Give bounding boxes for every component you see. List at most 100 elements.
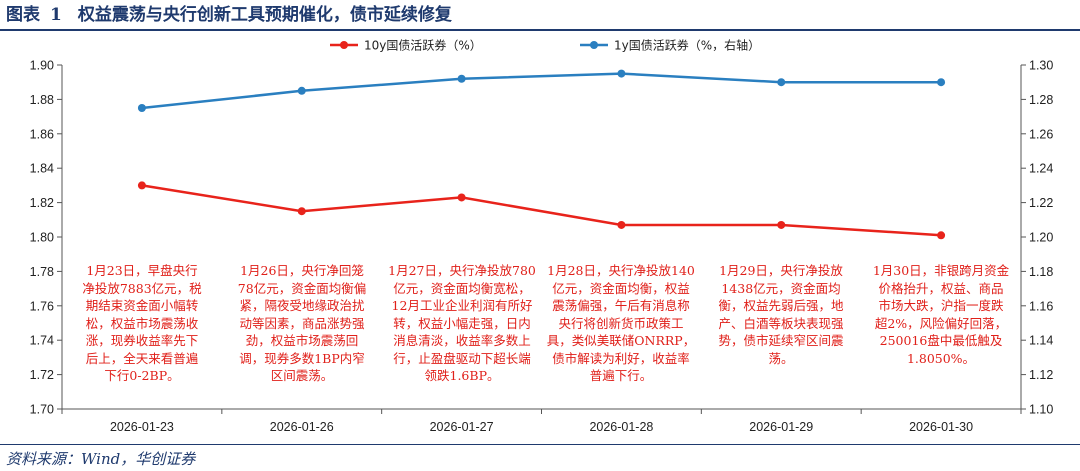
series-point-10y	[777, 220, 786, 229]
annotation-line: 荡。	[768, 350, 794, 366]
right-tick-label: 1.26	[1029, 127, 1053, 141]
annotation-2026-01-30: 1月30日，非银跨月资金 价格抬升，权益、商品 市场大跌，沪指一度跌 超2%，风险偏好…	[863, 262, 1019, 367]
series-line-10y	[141, 184, 942, 237]
annotation-line: 债市解读为利好，收益率	[552, 350, 690, 366]
series-point-1y	[457, 74, 466, 83]
annotation-line: 1月29日，央行净投放	[719, 263, 843, 278]
annotation-line: 净投放7883亿元，税	[82, 280, 202, 296]
footer-rule	[0, 444, 1080, 445]
x-tick-label: 2026-01-26	[270, 420, 334, 434]
left-tick-label: 1.90	[30, 59, 54, 73]
series-point-10y	[457, 193, 466, 202]
annotation-line: 1月30日，非银跨月资金	[872, 263, 1010, 278]
right-tick-label: 1.18	[1029, 265, 1053, 279]
x-tick-label: 2026-01-27	[430, 420, 494, 434]
annotation-line: 1月27日，央行净投放780	[388, 263, 536, 278]
series-point-1y	[137, 104, 146, 112]
annotation-2026-01-27: 1月27日，央行净投放780 亿元，资金面均衡宽松， 12月工业企业利润有所好 转，权…	[384, 262, 540, 385]
annotation-line: 松，权益市场震荡收	[85, 315, 199, 331]
left-tick-label: 1.76	[30, 299, 54, 313]
right-tick-label: 1.10	[1029, 403, 1053, 417]
left-tick-label: 1.70	[30, 403, 54, 417]
right-tick-label: 1.14	[1029, 334, 1053, 348]
legend-label: 10y国债活跃券（%）	[364, 38, 482, 53]
right-tick-label: 1.16	[1029, 299, 1053, 313]
annotation-line: 势，债市延续窄区间震	[718, 333, 844, 348]
annotation-line: 下行0-2BP。	[104, 368, 180, 383]
x-tick-label: 2026-01-29	[749, 420, 813, 434]
line-chart: 1.70 1.72 1.74 1.76 1.78 1.80 1.82 1.84 1.86 1.88…	[30, 38, 1054, 435]
right-tick-label: 1.20	[1029, 231, 1053, 245]
annotation-line: 超2%，风险偏好回落，	[874, 315, 1008, 331]
annotation-line: 亿元，资金面均衡，权益	[552, 280, 690, 296]
annotation-line: 领跌1.6BP。	[424, 368, 500, 383]
chart-number: 1	[50, 5, 62, 25]
annotation-line: 消息清淡，收益率多数上	[393, 333, 531, 348]
right-tick-label: 1.12	[1029, 368, 1053, 382]
series-point-10y	[297, 207, 306, 216]
left-tick-label: 1.88	[30, 93, 54, 107]
annotation-2026-01-29: 1月29日，央行净投放 1438亿元，资金面均 衡，权益先弱后强，地 产、白酒等板块表…	[703, 262, 859, 367]
annotation-line: 1月28日，央行净投放140	[547, 263, 695, 278]
annotation-line: 行，止盈盘驱动下超长端	[393, 350, 531, 366]
annotation-line: 具，类似美联储ONRRP，	[546, 333, 696, 348]
x-tick-label: 2026-01-28	[589, 420, 653, 434]
annotation-line: 劲，权益市场震荡回	[245, 333, 359, 348]
x-tick-label: 2026-01-23	[110, 420, 174, 434]
annotation-line: 涨，现券收益率先下	[85, 333, 199, 348]
annotation-line: 产、白酒等板块表现强	[718, 315, 844, 331]
annotation-line: 衡，权益先弱后强，地	[718, 298, 844, 313]
annotation-line: 亿元，资金面均衡宽松，	[393, 280, 531, 296]
series-line-1y	[141, 72, 942, 110]
legend-swatch-marker	[590, 41, 598, 49]
left-tick-label: 1.84	[30, 162, 54, 176]
right-tick-label: 1.24	[1029, 162, 1053, 176]
right-tick-label: 1.28	[1029, 93, 1053, 107]
annotation-line: 紧，隔夜受地缘政治扰	[239, 298, 365, 313]
chart-title-text: 权益震荡与央行创新工具预期催化，债市延续修复	[77, 5, 452, 25]
annotation-2026-01-28: 1月28日，央行净投放140 亿元，资金面均衡，权益 震荡偏强，午后有消息称 央行将创…	[543, 262, 699, 385]
series-point-10y	[617, 220, 626, 229]
right-tick-label: 1.30	[1029, 59, 1053, 73]
annotation-2026-01-26: 1月26日，央行净回笼 78亿元，资金面均衡偏 紧，隔夜受地缘政治扰 动等因素，商品涨…	[224, 262, 380, 385]
left-tick-label: 1.72	[30, 368, 54, 382]
left-tick-label: 1.80	[30, 231, 54, 245]
annotation-line: 1.8050%。	[906, 350, 976, 366]
chart-label: 图表	[6, 5, 40, 25]
x-tick-label: 2026-01-30	[909, 420, 973, 434]
annotation-line: 调，现券多数1BP内窄	[239, 350, 365, 366]
series-point-10y	[937, 231, 946, 240]
right-tick-label: 1.22	[1029, 196, 1053, 210]
annotation-line: 市场大跌，沪指一度跌	[878, 298, 1004, 313]
series-point-10y	[137, 181, 146, 190]
annotation-line: 12月工业企业利润有所好	[391, 298, 533, 313]
annotation-line: 1月26日，央行净回笼	[240, 263, 364, 278]
title-rule	[0, 29, 1080, 31]
chart-title: 图表 1 权益震荡与央行创新工具预期催化，债市延续修复	[6, 2, 452, 28]
legend-label: 1y国债活跃券（%，右轴）	[614, 38, 760, 53]
annotation-line: 震荡偏强，午后有消息称	[552, 298, 690, 313]
annotation-line: 1月23日，早盘央行	[86, 263, 198, 278]
annotation-line: 动等因素，商品涨势强	[239, 315, 365, 331]
annotation-line: 区间震荡。	[270, 368, 334, 383]
annotation-line: 期结束资金面小幅转	[85, 298, 199, 313]
left-tick-label: 1.78	[30, 265, 54, 279]
annotation-line: 78亿元，资金面均衡偏	[237, 280, 367, 296]
annotation-line: 普遍下行。	[589, 368, 653, 383]
annotation-line: 央行将创新货币政策工	[558, 315, 684, 331]
annotation-line: 250016盘中最低触及	[879, 333, 1003, 348]
annotation-line: 1438亿元，资金面均	[721, 280, 841, 296]
left-tick-label: 1.86	[30, 127, 54, 141]
annotation-line: 后上，全天来看普遍	[85, 350, 199, 366]
annotation-line: 转，权益小幅走强，日内	[393, 315, 531, 331]
source-note: 资料来源：Wind，华创证券	[6, 450, 196, 468]
annotation-2026-01-23: 1月23日，早盘央行 净投放7883亿元，税 期结束资金面小幅转 松，权益市场震荡收涨…	[64, 262, 220, 385]
series-point-1y	[297, 86, 306, 95]
annotation-line: 价格抬升，权益、商品	[878, 280, 1004, 296]
series-point-1y	[777, 78, 786, 87]
series-point-1y	[937, 78, 946, 87]
legend-swatch-marker	[340, 41, 348, 49]
series-point-1y	[617, 69, 626, 78]
left-tick-label: 1.74	[30, 334, 54, 348]
left-tick-label: 1.82	[30, 196, 54, 210]
